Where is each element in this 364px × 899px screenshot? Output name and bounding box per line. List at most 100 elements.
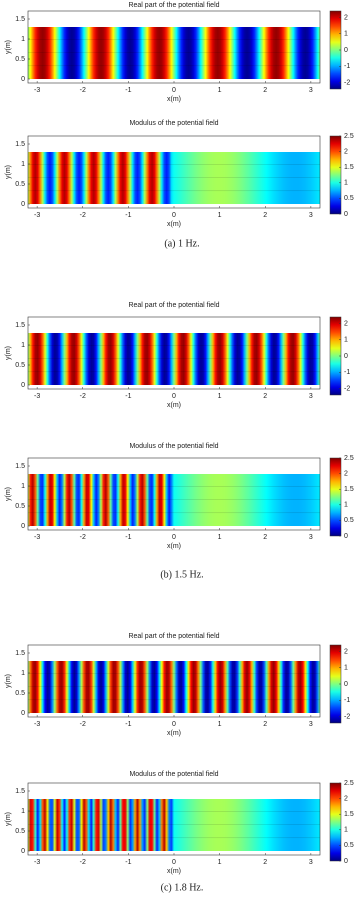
y-tick-label: 1.5 bbox=[15, 650, 25, 657]
x-axis-label: x(m) bbox=[167, 221, 181, 228]
colorbar bbox=[329, 782, 342, 862]
y-tick-label: 1 bbox=[21, 342, 25, 349]
y-tick-label: 0 bbox=[21, 201, 25, 208]
x-tick-label: 2 bbox=[263, 534, 267, 541]
y-tick-label: 1.5 bbox=[15, 141, 25, 148]
x-tick-label: 1 bbox=[218, 534, 222, 541]
colorbar-tick-label: 0.5 bbox=[344, 517, 354, 524]
x-tick-label: 3 bbox=[309, 87, 313, 94]
colorbar-tick-label: 1.5 bbox=[344, 486, 354, 493]
colorbar-tick-label: 0.5 bbox=[344, 195, 354, 202]
x-tick-label: 1 bbox=[218, 859, 222, 866]
caption: (b) 1.5 Hz. bbox=[160, 569, 203, 580]
colorbar-tick-label: 1 bbox=[344, 502, 348, 509]
y-tick-label: 0.5 bbox=[15, 690, 25, 697]
x-tick-label: 0 bbox=[172, 534, 176, 541]
y-tick-label: 0.5 bbox=[15, 56, 25, 63]
y-tick-label: 0 bbox=[21, 382, 25, 389]
x-tick-label: 3 bbox=[309, 721, 313, 728]
panel-title: Modulus of the potential field bbox=[129, 120, 218, 127]
colorbar-tick-label: 2 bbox=[344, 470, 348, 477]
colorbar-tick-label: 2.5 bbox=[344, 455, 354, 462]
x-axis-label: x(m) bbox=[167, 543, 181, 550]
x-tick-label: -3 bbox=[34, 534, 40, 541]
colorbar-tick-label: 0.5 bbox=[344, 842, 354, 849]
colorbar-tick-label: -2 bbox=[344, 79, 350, 86]
y-tick-label: 1 bbox=[21, 161, 25, 168]
y-tick-label: 0.5 bbox=[15, 828, 25, 835]
x-tick-label: 0 bbox=[172, 393, 176, 400]
field bbox=[28, 661, 320, 713]
x-tick-label: 1 bbox=[218, 212, 222, 219]
y-tick-label: 0 bbox=[21, 848, 25, 855]
colorbar-tick-label: -2 bbox=[344, 713, 350, 720]
colorbar-tick-label: 1 bbox=[344, 337, 348, 344]
caption: (a) 1 Hz. bbox=[164, 238, 199, 249]
x-tick-label: 2 bbox=[263, 212, 267, 219]
x-tick-label: -2 bbox=[80, 721, 86, 728]
y-tick-label: 1.5 bbox=[15, 788, 25, 795]
x-tick-label: -1 bbox=[125, 534, 131, 541]
colorbar-tick-label: 0 bbox=[344, 681, 348, 688]
x-axis-label: x(m) bbox=[167, 96, 181, 103]
y-axis-label: y(m) bbox=[5, 346, 12, 360]
y-tick-label: 1 bbox=[21, 36, 25, 43]
colorbar-tick-label: 1 bbox=[344, 665, 348, 672]
panel-title: Real part of the potential field bbox=[128, 302, 219, 309]
x-tick-label: 1 bbox=[218, 393, 222, 400]
x-tick-label: -2 bbox=[80, 859, 86, 866]
y-axis-label: y(m) bbox=[5, 40, 12, 54]
colorbar-tick-label: -1 bbox=[344, 63, 350, 70]
y-tick-label: 1.5 bbox=[15, 16, 25, 23]
field bbox=[28, 474, 320, 526]
x-tick-label: -1 bbox=[125, 87, 131, 94]
x-tick-label: 0 bbox=[172, 212, 176, 219]
x-axis-label: x(m) bbox=[167, 868, 181, 875]
x-tick-label: -3 bbox=[34, 859, 40, 866]
x-tick-label: -3 bbox=[34, 393, 40, 400]
x-tick-label: 0 bbox=[172, 87, 176, 94]
colorbar-tick-label: 0 bbox=[344, 211, 348, 218]
x-tick-label: 2 bbox=[263, 393, 267, 400]
x-tick-label: -3 bbox=[34, 87, 40, 94]
colorbar-tick-label: -2 bbox=[344, 385, 350, 392]
x-tick-label: 1 bbox=[218, 721, 222, 728]
field bbox=[28, 799, 320, 851]
y-axis-label: y(m) bbox=[5, 165, 12, 179]
colorbar-tick-label: 2.5 bbox=[344, 780, 354, 787]
y-tick-label: 1 bbox=[21, 483, 25, 490]
x-tick-label: 0 bbox=[172, 859, 176, 866]
caption: (c) 1.8 Hz. bbox=[161, 882, 204, 893]
x-tick-label: -2 bbox=[80, 534, 86, 541]
x-tick-label: 2 bbox=[263, 721, 267, 728]
colorbar-tick-label: -1 bbox=[344, 369, 350, 376]
colorbar-tick-label: 1 bbox=[344, 31, 348, 38]
x-tick-label: -3 bbox=[34, 721, 40, 728]
x-tick-label: -1 bbox=[125, 859, 131, 866]
x-tick-label: -1 bbox=[125, 212, 131, 219]
y-axis-label: y(m) bbox=[5, 812, 12, 826]
colorbar-tick-label: 1 bbox=[344, 180, 348, 187]
colorbar-tick-label: 1 bbox=[344, 827, 348, 834]
x-tick-label: 2 bbox=[263, 87, 267, 94]
y-axis-label: y(m) bbox=[5, 487, 12, 501]
y-tick-label: 0.5 bbox=[15, 362, 25, 369]
colorbar-tick-label: 1.5 bbox=[344, 164, 354, 171]
colorbar-tick-label: 2.5 bbox=[344, 133, 354, 140]
panel-title: Real part of the potential field bbox=[128, 2, 219, 9]
x-tick-label: 0 bbox=[172, 721, 176, 728]
colorbar-tick-label: 0 bbox=[344, 858, 348, 865]
y-tick-label: 1 bbox=[21, 808, 25, 815]
x-tick-label: 3 bbox=[309, 212, 313, 219]
y-tick-label: 0 bbox=[21, 76, 25, 83]
colorbar-tick-label: -1 bbox=[344, 697, 350, 704]
field bbox=[28, 333, 320, 385]
y-tick-label: 0 bbox=[21, 710, 25, 717]
field bbox=[28, 152, 320, 204]
colorbar-tick-label: 2 bbox=[344, 320, 348, 327]
y-tick-label: 0 bbox=[21, 523, 25, 530]
colorbar bbox=[329, 457, 342, 537]
panel-title: Modulus of the potential field bbox=[129, 771, 218, 778]
colorbar-tick-label: 0 bbox=[344, 47, 348, 54]
